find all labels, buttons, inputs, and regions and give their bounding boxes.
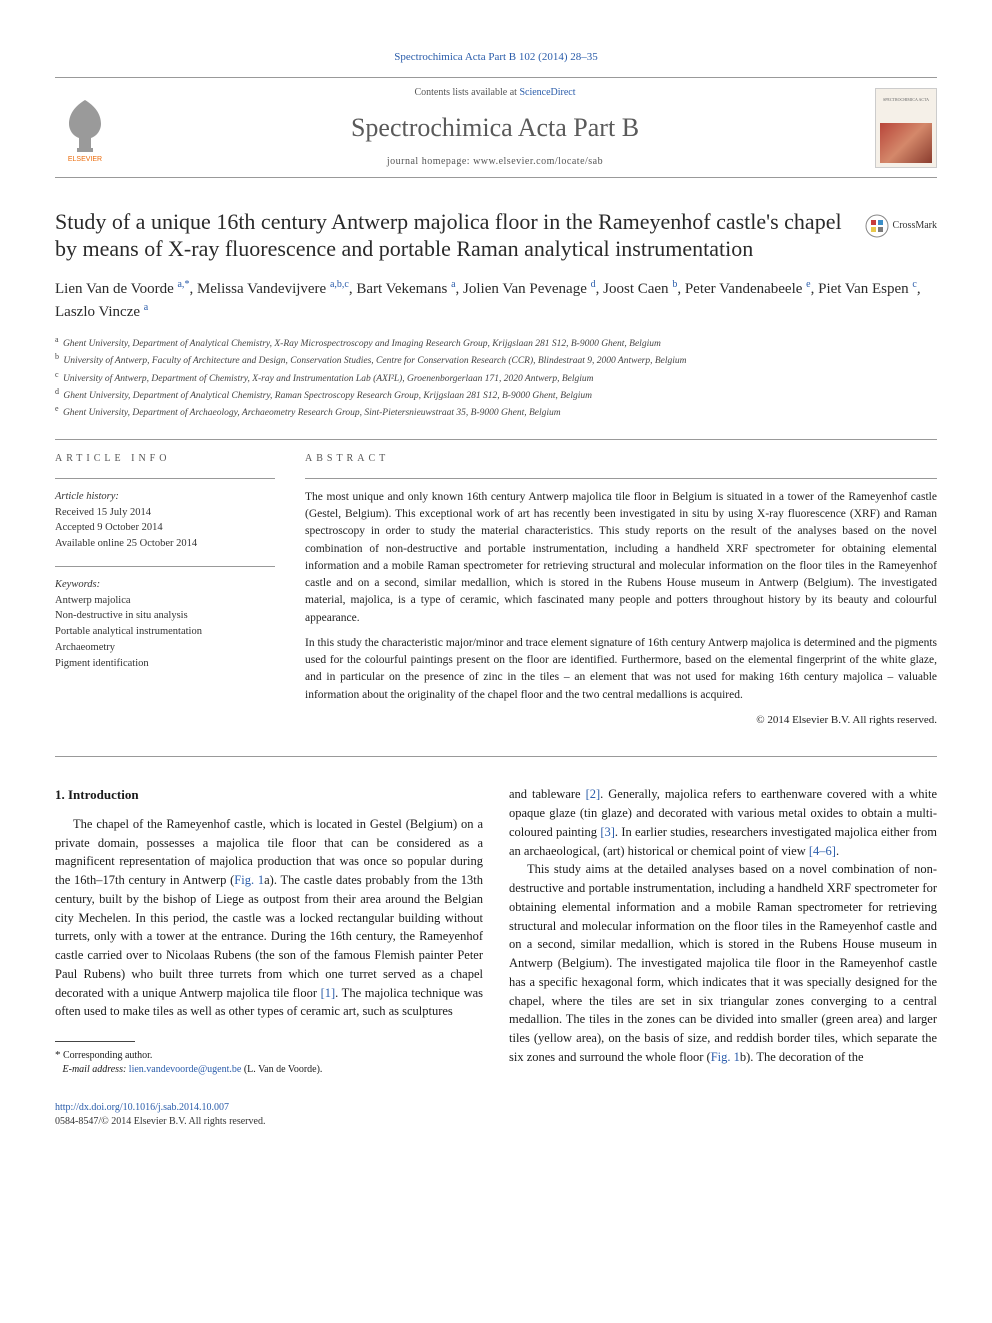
cover-image [880, 123, 932, 163]
keywords-divider [55, 566, 275, 567]
asterisk-icon: * [55, 1049, 61, 1061]
journal-header: ELSEVIER Contents lists available at Sci… [55, 77, 937, 177]
affiliation: c University of Antwerp, Department of C… [55, 369, 937, 386]
article-info-col: article info Article history: Received 1… [55, 452, 275, 729]
p1c-d: . [836, 844, 839, 858]
top-cite: 102 (2014) 28–35 [519, 51, 598, 63]
spacer [55, 769, 937, 785]
ref1-link[interactable]: [1] [321, 986, 336, 1000]
p2-b: b). The decoration of the [740, 1050, 864, 1064]
article-title: Study of a unique 16th century Antwerp m… [55, 208, 865, 263]
affiliation: b University of Antwerp, Faculty of Arch… [55, 351, 937, 368]
header-center: Contents lists available at ScienceDirec… [115, 86, 875, 168]
journal-cover-thumb: SPECTROCHIMICA ACTA [875, 88, 937, 168]
corr-author-label: Corresponding author. [63, 1050, 152, 1061]
info-divider [55, 478, 275, 479]
keyword: Archaeometry [55, 640, 275, 656]
p1-span-b: a). The castle dates probably from the 1… [55, 873, 483, 1000]
page-footer: http://dx.doi.org/10.1016/j.sab.2014.10.… [55, 1101, 937, 1129]
svg-text:ELSEVIER: ELSEVIER [68, 156, 102, 162]
crossmark-label: CrossMark [893, 219, 937, 233]
affiliation: a Ghent University, Department of Analyt… [55, 334, 937, 351]
top-citation-link[interactable]: Spectrochimica Acta Part B 102 (2014) 28… [394, 51, 597, 63]
ref3-link[interactable]: [3] [600, 825, 615, 839]
crossmark-badge[interactable]: CrossMark [865, 214, 937, 238]
abstract-copyright: © 2014 Elsevier B.V. All rights reserved… [305, 712, 937, 729]
divider-mid [55, 756, 937, 757]
fig1b-link[interactable]: Fig. 1 [711, 1050, 740, 1064]
affiliation: e Ghent University, Department of Archae… [55, 403, 937, 420]
article-history: Article history: Received 15 July 2014 A… [55, 489, 275, 552]
elsevier-tree-icon: ELSEVIER [55, 94, 115, 162]
top-citation: Spectrochimica Acta Part B 102 (2014) 28… [55, 50, 937, 65]
divider-top [55, 439, 937, 440]
p1c-a: and tableware [509, 787, 586, 801]
keywords-label: Keywords: [55, 577, 275, 593]
top-journal: Spectrochimica Acta Part B [394, 51, 516, 63]
keyword: Portable analytical instrumentation [55, 624, 275, 640]
received-date: Received 15 July 2014 [55, 505, 275, 521]
body-columns: 1. Introduction The chapel of the Rameye… [55, 785, 937, 1077]
authors-line: Lien Van de Voorde a,*, Melissa Vandevij… [55, 277, 937, 324]
page: Spectrochimica Acta Part B 102 (2014) 28… [0, 0, 992, 1169]
abstract-heading: abstract [305, 452, 937, 466]
abstract-p2: In this study the characteristic major/m… [305, 635, 937, 704]
sciencedirect-link[interactable]: ScienceDirect [519, 87, 575, 98]
ref46-link[interactable]: [4–6] [809, 844, 836, 858]
keyword: Pigment identification [55, 656, 275, 672]
elsevier-logo: ELSEVIER [55, 94, 115, 162]
crossmark-icon [865, 214, 889, 238]
homepage-prefix: journal homepage: [387, 156, 473, 167]
intro-p2: This study aims at the detailed analyses… [509, 860, 937, 1066]
abstract-divider [305, 478, 937, 479]
keywords-block: Keywords: Antwerp majolica Non-destructi… [55, 577, 275, 672]
history-label: Article history: [55, 489, 275, 505]
abstract-text: The most unique and only known 16th cent… [305, 489, 937, 729]
keyword: Antwerp majolica [55, 593, 275, 609]
intro-p1-cont: and tableware [2]. Generally, majolica r… [509, 785, 937, 860]
cover-title: SPECTROCHIMICA ACTA [880, 97, 932, 103]
email-person: (L. Van de Voorde). [244, 1064, 323, 1075]
issn-copyright: 0584-8547/© 2014 Elsevier B.V. All right… [55, 1116, 265, 1127]
online-date: Available online 25 October 2014 [55, 536, 275, 552]
info-abstract-row: article info Article history: Received 1… [55, 452, 937, 729]
journal-homepage: journal homepage: www.elsevier.com/locat… [115, 155, 875, 169]
p2-a: This study aims at the detailed analyses… [509, 862, 937, 1064]
section-heading: 1. Introduction [55, 785, 483, 805]
footnote-separator [55, 1041, 135, 1042]
abstract-col: abstract The most unique and only known … [305, 452, 937, 729]
contents-line: Contents lists available at ScienceDirec… [115, 86, 875, 100]
body-col-left: 1. Introduction The chapel of the Rameye… [55, 785, 483, 1077]
keyword: Non-destructive in situ analysis [55, 608, 275, 624]
email-link[interactable]: lien.vandevoorde@ugent.be [129, 1064, 242, 1075]
homepage-url: www.elsevier.com/locate/sab [473, 156, 603, 167]
article-info-heading: article info [55, 452, 275, 466]
affiliation: d Ghent University, Department of Analyt… [55, 386, 937, 403]
ref2-link[interactable]: [2] [586, 787, 601, 801]
corresponding-footnote: * Corresponding author. E-mail address: … [55, 1048, 483, 1077]
accepted-date: Accepted 9 October 2014 [55, 520, 275, 536]
contents-prefix: Contents lists available at [414, 87, 519, 98]
abstract-p1: The most unique and only known 16th cent… [305, 489, 937, 627]
body-col-right: and tableware [2]. Generally, majolica r… [509, 785, 937, 1077]
doi-link[interactable]: http://dx.doi.org/10.1016/j.sab.2014.10.… [55, 1102, 229, 1113]
title-row: Study of a unique 16th century Antwerp m… [55, 208, 937, 263]
affiliations: a Ghent University, Department of Analyt… [55, 334, 937, 421]
intro-p1: The chapel of the Rameyenhof castle, whi… [55, 815, 483, 1021]
journal-name: Spectrochimica Acta Part B [115, 110, 875, 146]
email-label: E-mail address: [63, 1064, 127, 1075]
fig1-link[interactable]: Fig. 1 [234, 873, 264, 887]
